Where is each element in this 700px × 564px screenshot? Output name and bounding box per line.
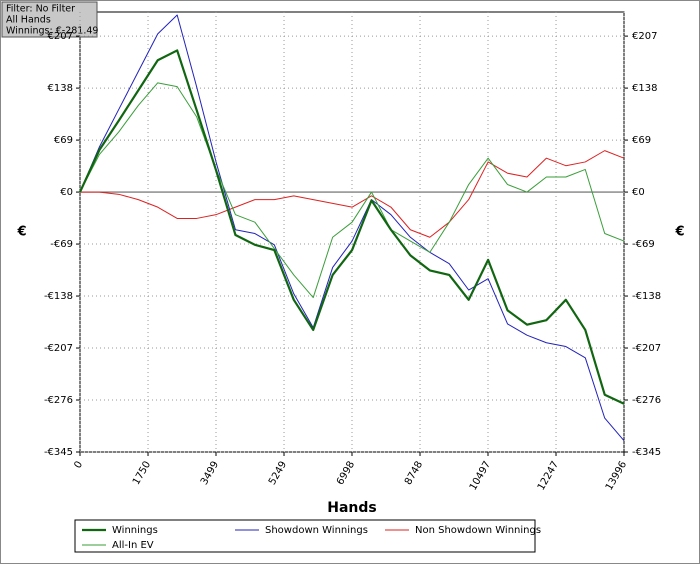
info-background [1,1,98,38]
y-tick-label: -€345 [44,447,73,458]
y-tick-label-right: -€138 [632,291,661,302]
y-tick-label: €0 [60,187,73,198]
y-tick-label-right: €207 [632,31,657,42]
y-tick-label-right: -€207 [632,343,661,354]
legend-label: All-In EV [112,540,154,551]
y-tick-label-right: -€69 [632,239,655,250]
legend-label: Non Showdown Winnings [415,525,541,536]
info-line: Filter: No Filter [6,4,75,15]
legend-label: Showdown Winnings [265,525,368,536]
y-axis-label-right: € [674,225,684,240]
x-tick-label: 0 [72,460,85,471]
info-line: All Hands [6,15,51,26]
y-tick-label-right: -€345 [632,447,661,458]
series-line [79,49,625,405]
x-axis-label: Hands [327,500,377,516]
y-tick-label: €138 [48,83,73,94]
y-tick-label-right: €138 [632,83,657,94]
series-line [79,82,625,299]
y-tick-label: €207 [48,31,73,42]
y-tick-label: €69 [54,135,73,146]
y-tick-label: -€207 [44,343,73,354]
legend-label: Winnings [112,525,158,536]
y-tick-label-right: €0 [632,187,645,198]
y-tick-label: -€69 [50,239,73,250]
y-tick-label-right: -€276 [632,395,661,406]
info-box: Filter: No Filter All Hands Winnings: €-… [1,1,98,38]
y-tick-label-right: €69 [632,135,651,146]
series-line [79,14,625,442]
y-axis-label: € [16,225,26,240]
y-tick-label: -€138 [44,291,73,302]
y-tick-label: -€276 [44,395,73,406]
series-line [80,150,625,238]
legend [74,519,536,553]
info-line: Winnings: €-281.49 [6,26,98,37]
